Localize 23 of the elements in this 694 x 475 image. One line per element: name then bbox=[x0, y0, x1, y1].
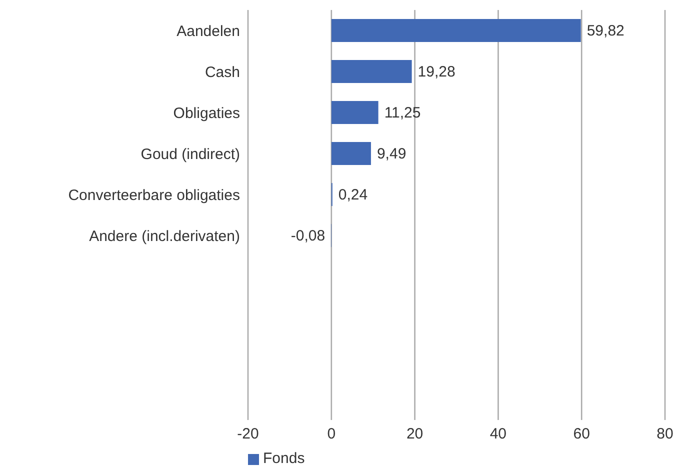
y-tick-label: Aandelen bbox=[176, 22, 240, 40]
bar bbox=[331, 142, 371, 166]
bar bbox=[331, 60, 412, 84]
y-tick-label: Andere (incl.derivaten) bbox=[89, 228, 240, 245]
data-label: 19,28 bbox=[418, 64, 456, 81]
bar bbox=[331, 101, 378, 124]
x-tick-label: 80 bbox=[656, 426, 674, 443]
data-label: -0,08 bbox=[290, 228, 326, 245]
x-tick-label: 0 bbox=[327, 426, 336, 443]
data-label: 9,49 bbox=[376, 146, 406, 163]
data-label: 11,25 bbox=[384, 104, 421, 122]
legend-label: Fonds bbox=[263, 450, 305, 467]
data-label: 0,24 bbox=[338, 186, 368, 204]
x-tick-label: -20 bbox=[237, 426, 259, 443]
x-tick-label: 40 bbox=[490, 426, 507, 443]
data-label: 59,82 bbox=[586, 22, 624, 40]
y-tick-label: Obligaties bbox=[173, 104, 240, 122]
bar bbox=[331, 19, 581, 42]
x-tick-label: 60 bbox=[573, 426, 590, 443]
y-tick-label: Goud (indirect) bbox=[140, 146, 240, 163]
y-tick-label: Cash bbox=[204, 64, 240, 81]
x-tick-label: 20 bbox=[406, 426, 424, 443]
y-tick-label: Converteerbare obligaties bbox=[68, 186, 240, 204]
